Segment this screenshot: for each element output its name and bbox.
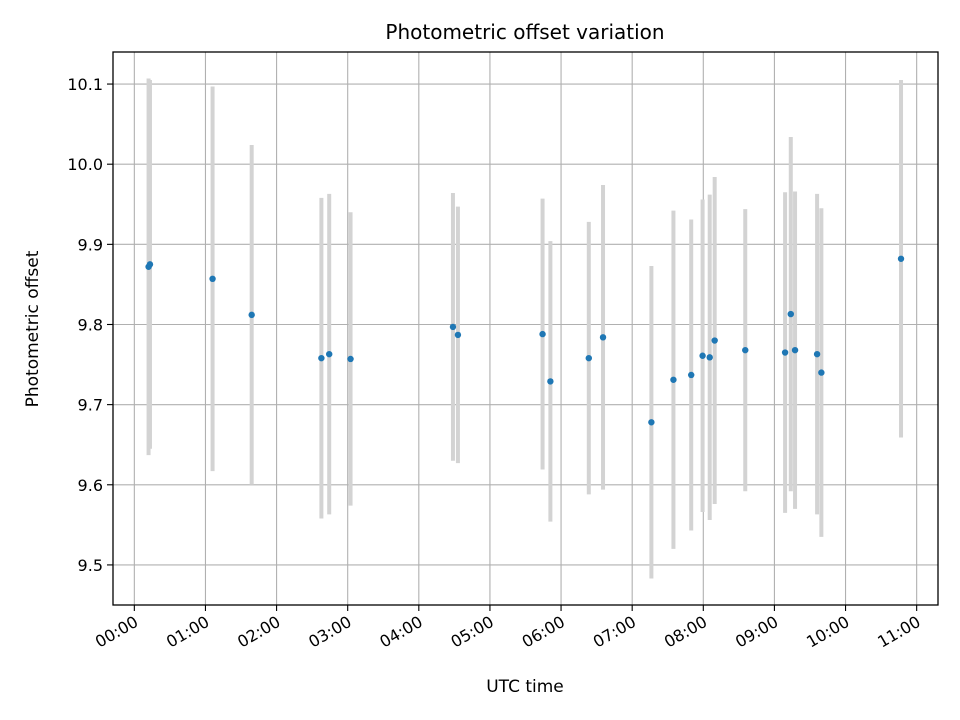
grid-lines <box>113 52 938 605</box>
data-point <box>449 323 457 331</box>
plot-frame <box>112 51 939 606</box>
data-point <box>813 350 821 358</box>
data-point <box>706 354 713 361</box>
data-point <box>585 354 592 362</box>
chart-title: Photometric offset variation <box>385 20 664 44</box>
data-point <box>648 419 655 426</box>
y-axis-label: Photometric offset <box>23 250 43 407</box>
data-point <box>699 352 706 359</box>
y-tick-label: 9.8 <box>78 315 103 334</box>
y-tick-label: 9.7 <box>78 396 103 415</box>
data-point <box>791 346 799 354</box>
data-point <box>347 355 354 363</box>
data-point <box>318 354 325 362</box>
data-point <box>248 311 255 319</box>
data-point <box>547 378 554 385</box>
data-point <box>539 330 546 338</box>
data-point <box>326 350 333 358</box>
y-tick-label: 10.1 <box>67 75 103 94</box>
data-point <box>897 255 905 262</box>
y-tick-label: 9.5 <box>78 556 103 575</box>
data-points <box>145 255 905 426</box>
data-point <box>688 371 695 379</box>
data-point <box>146 261 154 268</box>
data-point <box>670 376 677 383</box>
data-point <box>711 337 718 344</box>
y-tick-label: 9.6 <box>78 476 103 495</box>
data-point <box>599 334 607 341</box>
data-point <box>209 275 216 283</box>
data-point <box>818 369 825 376</box>
data-point <box>454 331 462 339</box>
y-axis-ticks: 9.5 9.6 9.7 9.8 9.9 10.0 10.1 <box>67 75 113 575</box>
y-tick-label: 9.9 <box>78 235 103 254</box>
data-point <box>787 310 794 318</box>
data-point <box>742 346 749 354</box>
y-tick-label: 10.0 <box>67 155 103 174</box>
data-point <box>781 349 789 356</box>
x-axis-label: UTC time <box>486 677 564 697</box>
